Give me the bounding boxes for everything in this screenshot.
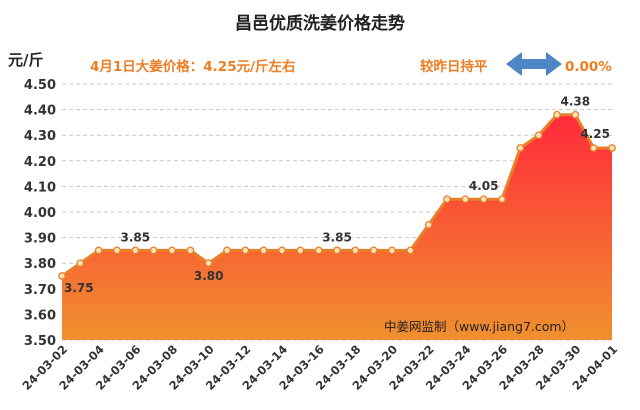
source-note: 中姜网监制（www.jiang7.com） [384, 319, 574, 334]
data-point [388, 246, 396, 255]
data-point [94, 246, 103, 255]
data-point [168, 246, 176, 255]
data-point [553, 110, 561, 119]
data-label: 3.85 [322, 230, 352, 244]
compare-value: 0.00% [565, 59, 612, 75]
y-tick-label: 3.60 [24, 308, 56, 323]
y-tick-label: 4.20 [24, 155, 56, 170]
y-tick-label: 4.30 [24, 129, 56, 144]
data-point [333, 246, 341, 255]
data-point [589, 144, 598, 152]
left-right-arrow-icon [506, 52, 562, 76]
data-point [241, 246, 250, 255]
data-point [58, 272, 66, 280]
data-point [461, 195, 470, 204]
data-point [516, 144, 525, 152]
y-tick-label: 4.40 [24, 104, 56, 119]
data-point [369, 246, 378, 255]
area-fill [62, 114, 612, 340]
data-label: 3.80 [194, 269, 224, 283]
data-labels: 3.75 3.85 3.80 3.85 4.05 4.38 4.25 [64, 95, 610, 295]
data-point [424, 220, 433, 229]
x-axis-ticks: 24-03-0224-03-0424-03-0624-03-0824-03-10… [20, 342, 621, 393]
data-point [186, 246, 195, 255]
y-tick-label: 3.50 [24, 334, 56, 349]
data-point [113, 246, 121, 255]
price-note: 4月1日大姜价格：4.25元/斤左右 [90, 58, 296, 75]
y-tick-label: 3.80 [24, 257, 56, 272]
y-tick-label: 4.00 [24, 206, 56, 221]
data-point [131, 246, 140, 255]
data-point [479, 195, 488, 204]
data-point [443, 195, 451, 204]
y-tick-label: 4.50 [24, 78, 56, 93]
data-point [259, 246, 268, 255]
y-tick-label: 3.90 [24, 232, 56, 247]
data-point [296, 246, 305, 255]
compare-label: 较昨日持平 [420, 58, 488, 75]
y-axis-unit: 元/斤 [8, 51, 43, 69]
data-point [571, 110, 580, 119]
chart-title: 昌邑优质洗姜价格走势 [235, 13, 405, 34]
data-point [608, 144, 616, 152]
data-point [351, 246, 360, 255]
data-point [223, 246, 231, 255]
data-label: 4.25 [580, 127, 610, 141]
data-label: 3.85 [121, 230, 151, 244]
data-point [76, 259, 85, 268]
data-point [534, 131, 543, 140]
data-point [278, 246, 286, 255]
data-point [314, 246, 323, 255]
data-point [406, 246, 415, 255]
data-label: 4.05 [469, 179, 499, 193]
y-tick-label: 4.10 [24, 180, 56, 195]
y-axis-ticks: 3.50 3.60 3.70 3.80 3.90 4.00 4.10 4.20 4.30 4.40… [24, 78, 56, 349]
price-area [61, 113, 612, 340]
data-point [498, 195, 506, 204]
data-label: 3.75 [64, 281, 94, 295]
y-tick-label: 3.70 [24, 283, 56, 298]
data-point [204, 259, 213, 268]
data-points [58, 110, 616, 280]
data-label: 4.38 [561, 95, 591, 109]
data-point [149, 246, 158, 255]
